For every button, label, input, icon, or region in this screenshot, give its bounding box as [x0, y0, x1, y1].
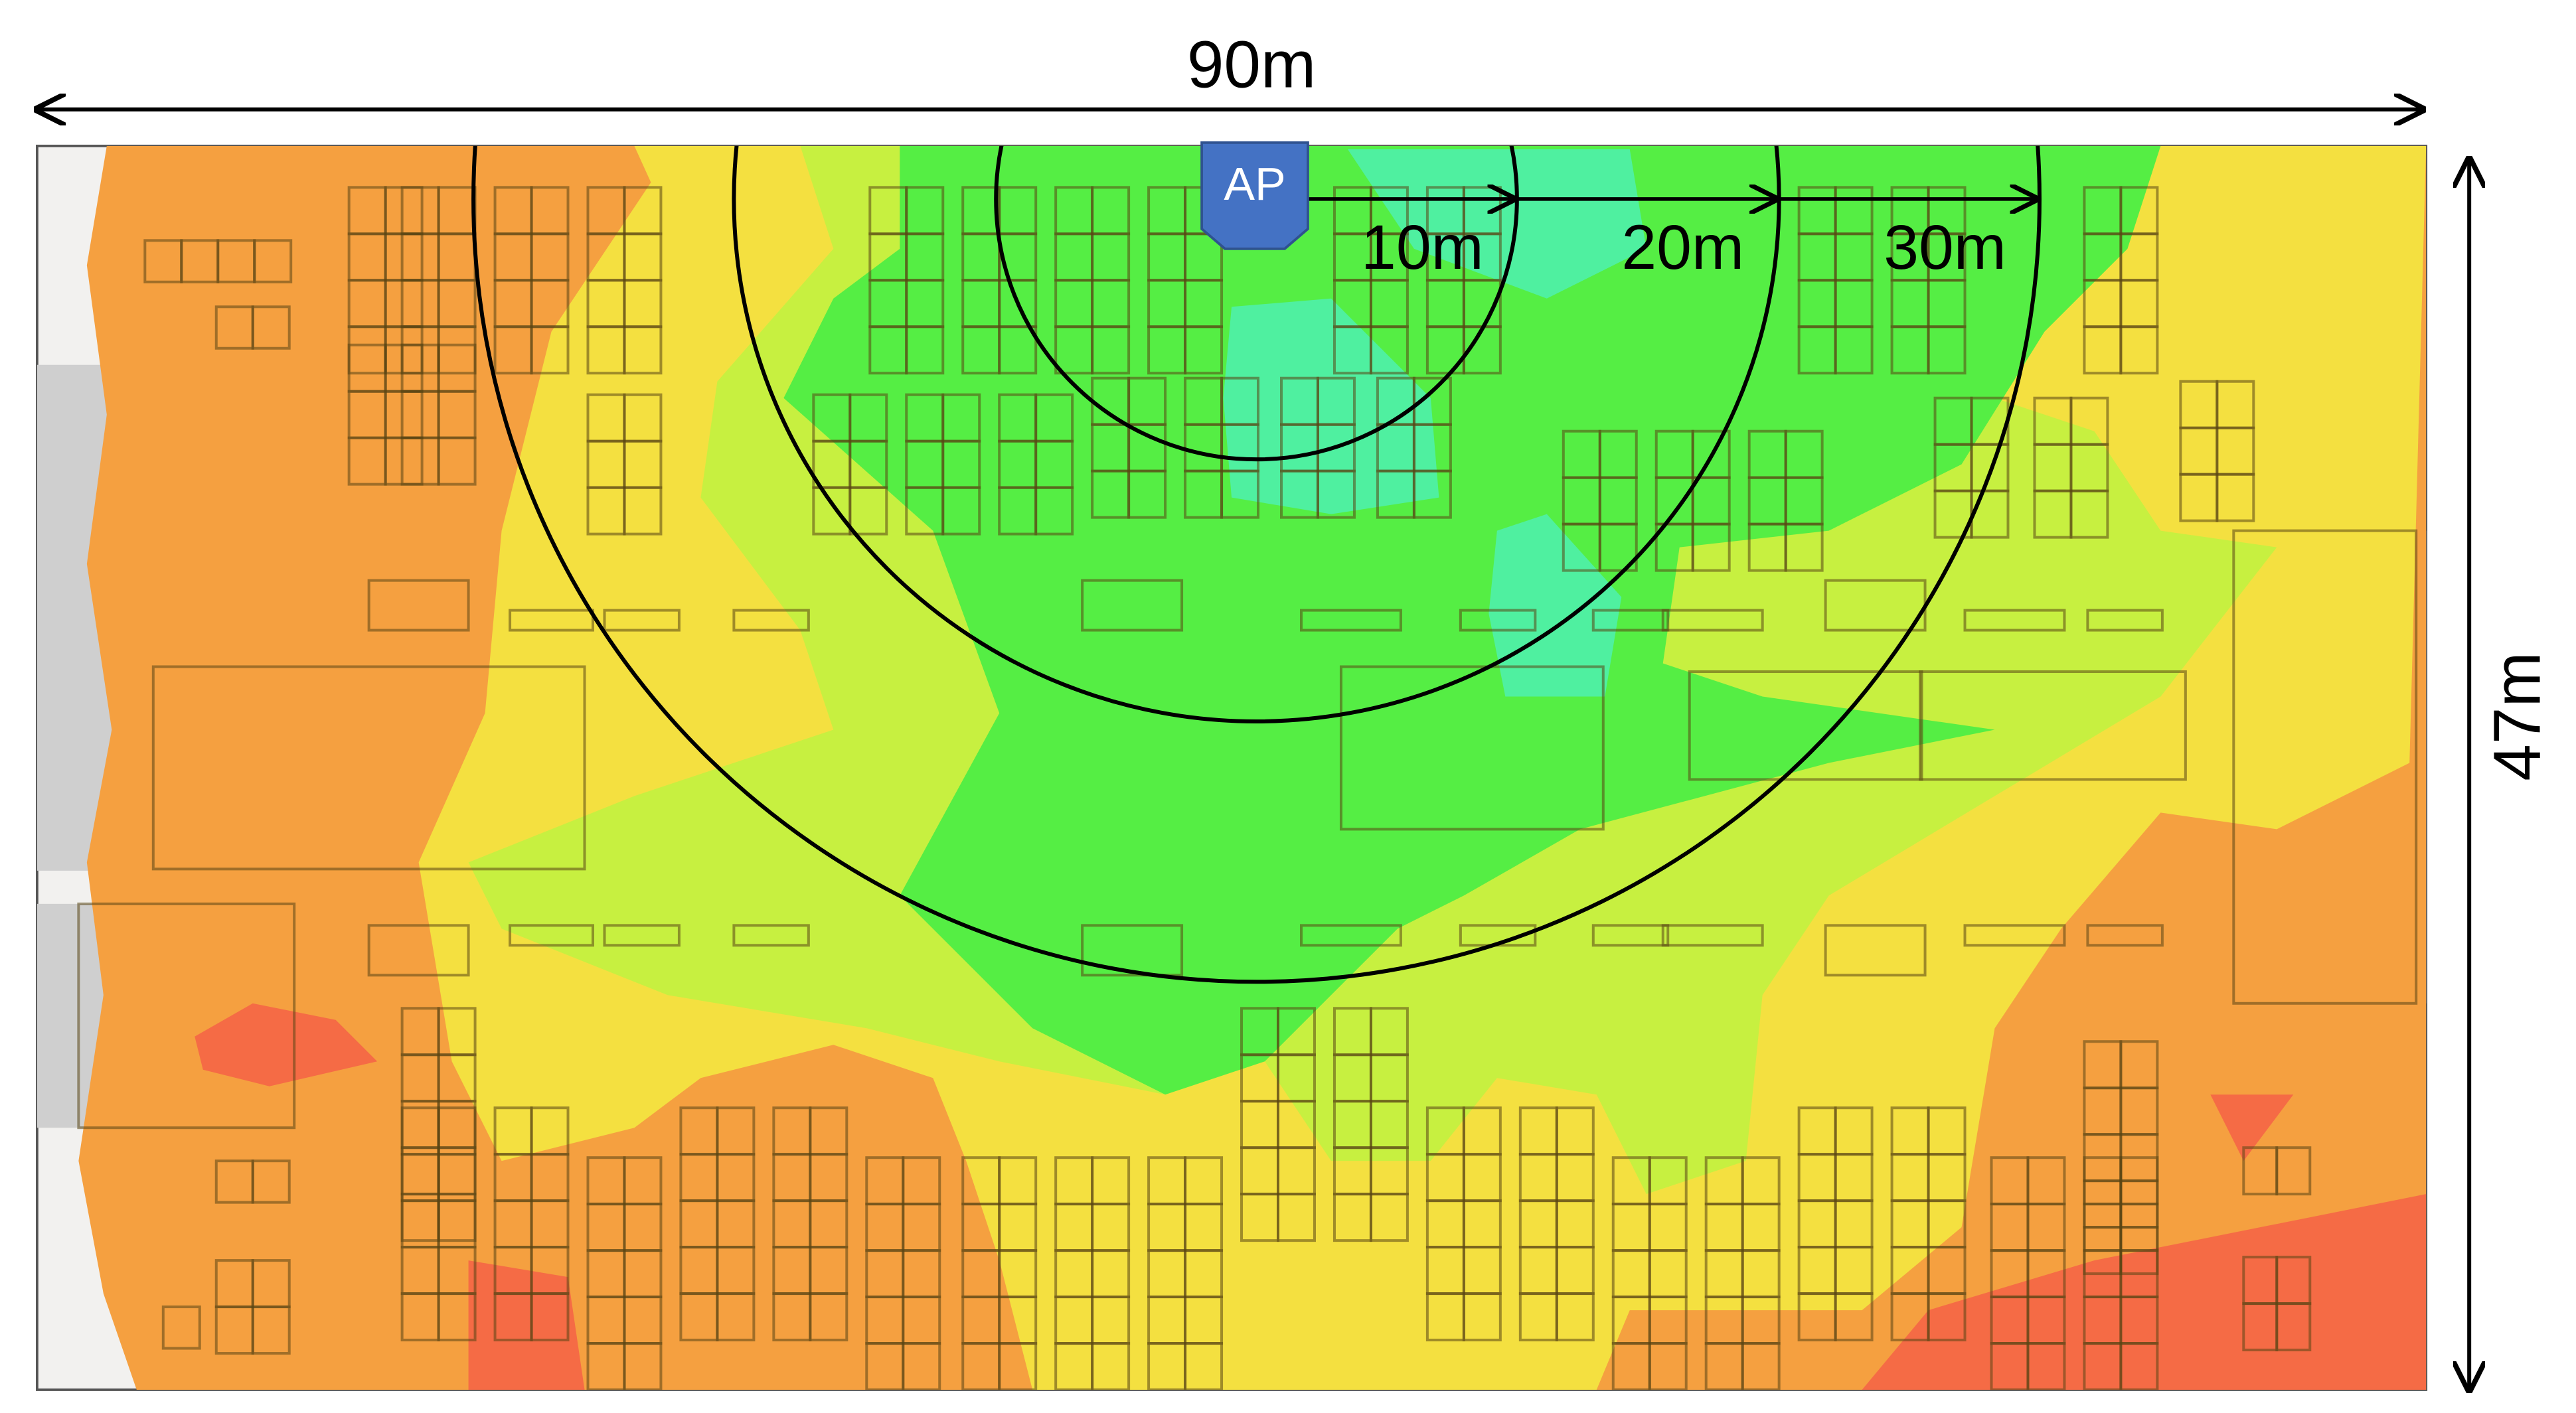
room	[1127, 469, 1167, 519]
room	[1412, 469, 1452, 519]
room	[1184, 325, 1224, 375]
room	[1316, 469, 1356, 519]
room	[1459, 609, 1537, 632]
room	[1963, 924, 2066, 947]
room	[1691, 522, 1731, 572]
room	[603, 924, 681, 947]
room	[1591, 609, 1670, 632]
room	[1591, 924, 1670, 947]
room	[603, 609, 681, 632]
room	[1462, 1292, 1502, 1342]
room	[367, 924, 470, 977]
room	[530, 1292, 570, 1342]
room-layout	[77, 186, 2418, 1390]
room	[530, 325, 570, 375]
room	[251, 1305, 291, 1355]
room	[998, 1342, 1038, 1390]
room	[998, 325, 1038, 375]
room	[1091, 325, 1131, 375]
room	[1661, 609, 1764, 632]
access-point-label: AP	[1224, 158, 1285, 210]
ring-label: 20m	[1621, 212, 1744, 283]
heatmap	[78, 145, 2427, 1390]
room	[2232, 529, 2418, 1005]
room	[437, 1292, 477, 1342]
room	[1741, 1342, 1781, 1390]
room	[161, 1305, 201, 1350]
ring-label: 10m	[1361, 212, 1484, 283]
room	[2069, 489, 2109, 539]
room	[1081, 924, 1184, 977]
room	[367, 579, 470, 632]
room	[905, 325, 945, 375]
room	[1648, 1342, 1688, 1390]
room	[716, 1292, 756, 1342]
room	[1824, 924, 1927, 977]
room	[1184, 1342, 1224, 1390]
room	[509, 609, 594, 632]
room	[2086, 924, 2164, 947]
zone-cyan	[1223, 149, 1647, 697]
room	[509, 924, 594, 947]
room	[1277, 1193, 1316, 1242]
room	[848, 486, 888, 536]
room	[1784, 522, 1824, 572]
room	[1927, 1292, 1967, 1342]
room	[1688, 670, 1923, 781]
room	[253, 239, 293, 283]
room	[437, 436, 477, 486]
room	[1598, 522, 1638, 572]
room	[1339, 665, 1605, 831]
room	[1963, 609, 2066, 632]
room	[2275, 1146, 2312, 1196]
room	[2119, 1342, 2159, 1390]
room	[1369, 1193, 1409, 1242]
room	[1919, 670, 2187, 781]
room	[1834, 1292, 1874, 1342]
room	[1299, 924, 1402, 947]
access-point	[1200, 141, 1309, 250]
room	[2275, 1302, 2312, 1352]
room	[2026, 1342, 2066, 1390]
room	[1220, 469, 1260, 519]
room	[732, 609, 810, 632]
room	[941, 486, 981, 536]
room	[77, 902, 296, 1130]
room	[2215, 473, 2255, 522]
room	[151, 665, 586, 871]
room	[1369, 325, 1409, 375]
room	[1927, 325, 1967, 375]
room	[902, 1342, 941, 1390]
room	[1299, 609, 1402, 632]
room	[2086, 609, 2164, 632]
room	[1555, 1292, 1595, 1342]
ring	[471, 145, 2042, 984]
room	[1091, 1342, 1131, 1390]
room	[251, 1159, 291, 1204]
room	[623, 1342, 663, 1390]
zone-red	[195, 1003, 2427, 1390]
room	[1081, 579, 1184, 632]
ring-label: 30m	[1884, 212, 2006, 283]
width-label: 90m	[1187, 28, 1316, 102]
room	[732, 924, 810, 947]
height-label: 47m	[2481, 652, 2555, 781]
room	[1661, 924, 1764, 947]
room	[623, 486, 663, 536]
room	[809, 1292, 848, 1342]
room	[1034, 486, 1074, 536]
room	[623, 325, 663, 375]
room	[2119, 325, 2159, 375]
room	[1834, 325, 1874, 375]
room	[251, 305, 291, 350]
